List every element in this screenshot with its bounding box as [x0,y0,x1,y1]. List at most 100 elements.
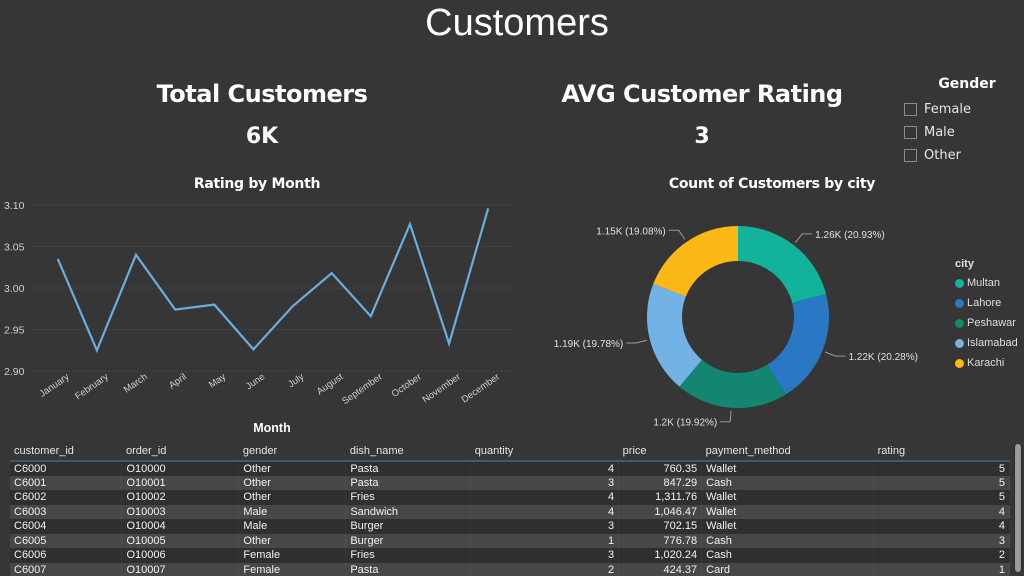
slicer-option-label: Male [924,125,955,140]
legend-dot-icon [955,358,964,368]
data-point[interactable] [250,346,256,352]
kpi-value: 6K [245,124,279,149]
table-header-row: customer_id order_id gender dish_name quanti… [10,442,1010,462]
cell-gender: Other [238,533,347,548]
cell-dish_name: Pasta [345,475,472,490]
table-row[interactable]: C6001 O10001 Other Pasta 3 847.29 Cash 5 [10,475,1010,490]
column-header-rating[interactable]: rating [873,442,1010,462]
cell-customer_id: C6000 [10,461,123,476]
table-row[interactable]: C6005 O10005 Other Burger 1 776.78 Cash 3 [10,533,1010,548]
x-tick-label: April [167,371,189,391]
column-header-dish_name[interactable]: dish_name [345,442,471,462]
data-point[interactable] [485,205,491,211]
donut-slice-islamabad[interactable] [647,283,702,387]
table-row[interactable]: C6006 O10006 Female Fries 3 1,020.24 Cash 2 [10,548,1010,563]
column-header-price[interactable]: price [618,442,702,462]
cell-rating: 5 [873,461,1010,476]
data-point[interactable] [172,307,178,313]
column-header-quantity[interactable]: quantity [470,442,619,462]
slicer-option-other[interactable]: Other [900,144,1020,167]
cell-payment_method: Cash [701,548,875,563]
checkbox[interactable] [904,126,917,139]
slicer-option-male[interactable]: Male [900,121,1020,144]
cell-customer_id: C6003 [10,504,123,519]
legend-dot-icon [955,338,964,348]
x-tick-label: December [460,371,502,405]
cell-dish_name: Burger [345,519,472,534]
legend-label: Peshawar [967,317,1016,329]
kpi-card-avg-rating: AVG Customer Rating 3 [552,80,852,149]
donut-slice-peshawar[interactable] [679,359,786,408]
gender-slicer: Gender Female Male Other [900,76,1020,167]
x-tick-label: February [73,371,111,402]
column-header-customer_id[interactable]: customer_id [10,442,122,462]
cell-payment_method: Wallet [701,461,875,476]
cell-payment_method: Card [701,562,875,576]
table-row[interactable]: C6002 O10002 Other Fries 4 1,311.76 Wallet 5 [10,490,1010,505]
donut-slice-karachi[interactable] [653,226,738,297]
legend-label: Karachi [967,357,1005,369]
leader-line [626,339,648,344]
cell-dish_name: Sandwich [345,504,472,519]
cell-dish_name: Pasta [345,461,472,476]
cell-payment_method: Wallet [701,504,875,519]
data-point[interactable] [407,221,413,227]
cell-payment_method: Cash [701,533,875,548]
line-series[interactable] [56,207,490,354]
x-tick-label: March [122,371,150,395]
donut-slice-multan[interactable] [738,226,827,303]
data-point[interactable] [329,270,335,276]
cell-gender: Female [238,562,347,576]
y-tick-label: 3.10 [4,200,25,212]
data-point[interactable] [290,303,296,309]
data-point[interactable] [446,341,452,347]
data-point[interactable] [211,302,217,308]
table-scrollbar[interactable] [1014,444,1022,572]
x-tick-label: November [421,371,463,405]
cell-quantity: 1 [470,533,620,548]
rating-by-month-chart[interactable]: 3.10 3.05 3.00 2.95 2.90 January February March… [0,190,520,440]
legend-item-multan[interactable]: Multan [955,273,1018,293]
column-header-order_id[interactable]: order_id [121,442,239,462]
x-tick-label: October [390,371,424,399]
column-header-payment_method[interactable]: payment_method [701,442,874,462]
slicer-title: Gender [938,76,996,92]
customers-by-city-chart[interactable]: 1.26K (20.93%) 1.22K (20.28%) 1.2K (19.92%… [540,190,940,430]
cell-quantity: 4 [470,490,620,505]
x-tick-label: August [315,371,346,397]
y-tick-label: 3.05 [4,242,25,254]
cell-quantity: 3 [470,475,620,490]
checkbox[interactable] [904,103,917,116]
legend-item-lahore[interactable]: Lahore [955,293,1018,313]
data-point[interactable] [133,252,139,258]
cell-dish_name: Burger [345,533,472,548]
x-tick-label: July [286,371,306,390]
slicer-option-label: Female [924,102,972,117]
legend-dot-icon [955,318,964,328]
kpi-label: AVG Customer Rating [561,80,843,108]
cell-dish_name: Fries [345,548,472,563]
x-tick-label: May [207,371,228,390]
cell-gender: Male [238,519,347,534]
table-row[interactable]: C6004 O10004 Male Burger 3 702.15 Wallet 4 [10,519,1010,534]
data-point[interactable] [94,347,100,353]
table-row[interactable]: C6000 O10000 Other Pasta 4 760.35 Wallet 5 [10,461,1010,476]
leader-line [795,233,813,243]
donut-chart-title: Count of Customers by city [668,176,876,192]
legend-item-islamabad[interactable]: Islamabad [955,333,1018,353]
y-tick-label: 2.95 [4,325,25,337]
legend-label: Lahore [967,297,1002,309]
slicer-option-female[interactable]: Female [900,98,1020,121]
legend-dot-icon [955,278,964,288]
table-row[interactable]: C6007 O10007 Female Pasta 2 424.37 Card 1 [10,562,1010,576]
checkbox[interactable] [904,149,917,162]
table-row[interactable]: C6003 O10003 Male Sandwich 4 1,046.47 Wallet 4 [10,504,1010,519]
column-header-gender[interactable]: gender [238,442,346,462]
legend-item-peshawar[interactable]: Peshawar [955,313,1018,333]
legend-item-karachi[interactable]: Karachi [955,353,1018,373]
data-label: 1.19K (19.78%) [554,339,624,350]
data-point[interactable] [55,256,61,262]
donut-slice-lahore[interactable] [767,293,829,395]
data-point[interactable] [368,313,374,319]
scrollbar-thumb[interactable] [1015,444,1021,572]
